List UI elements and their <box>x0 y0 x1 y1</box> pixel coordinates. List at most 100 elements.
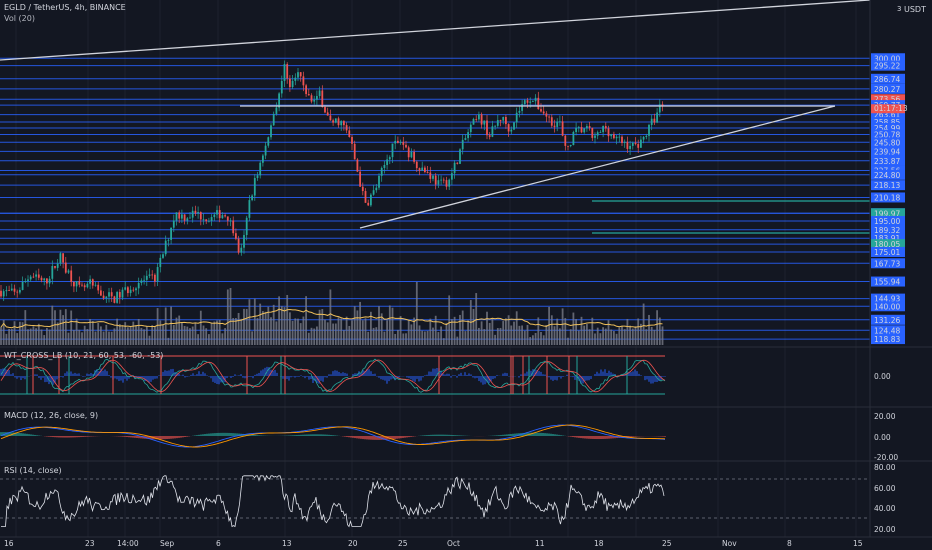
macd-histogram-bar <box>158 436 160 440</box>
candle-body <box>86 283 89 288</box>
candle-body <box>424 167 426 172</box>
macd-histogram-bar <box>64 436 66 438</box>
candle-body <box>10 288 13 291</box>
volume-bar <box>13 321 16 345</box>
candle-body <box>599 132 602 133</box>
macd-label[interactable]: MACD (12, 26, close, 9) <box>4 411 99 420</box>
price-level-tag <box>871 83 905 94</box>
macd-histogram-bar <box>544 433 546 436</box>
price-level-label: 258.85 <box>874 118 900 127</box>
wt-histogram-bar <box>552 376 554 381</box>
wt-histogram-bar <box>598 373 600 376</box>
candle-body <box>289 78 291 88</box>
volume-bar <box>345 316 348 345</box>
candle-body <box>653 118 656 123</box>
macd-histogram-bar <box>600 436 602 440</box>
candle-body <box>545 113 548 117</box>
candle-body <box>332 120 334 123</box>
volume-bar <box>307 332 310 345</box>
candle-body <box>226 216 229 221</box>
volume-bar <box>132 321 135 345</box>
wt-histogram-bar <box>34 374 36 376</box>
macd-histogram-bar <box>32 434 34 436</box>
volume-bar <box>437 332 440 345</box>
wt-histogram-bar <box>274 369 276 376</box>
macd-histogram-bar <box>2 432 4 436</box>
wt-histogram-bar <box>460 372 462 376</box>
macd-histogram-bar <box>588 436 590 439</box>
wt-histogram-bar <box>120 376 122 381</box>
candle-body <box>572 132 575 145</box>
rsi-label[interactable]: RSI (14, close) <box>4 466 62 475</box>
candle-body <box>645 135 648 137</box>
symbol-title[interactable]: EGLD / TetherUS, 4h, BINANCE <box>4 3 126 12</box>
wt-histogram-bar <box>184 376 186 378</box>
candle-body <box>356 159 359 172</box>
macd-histogram-bar <box>166 436 168 440</box>
candle-body <box>145 275 148 280</box>
volume-bar <box>553 326 556 345</box>
price-level-label: 210.18 <box>874 193 900 202</box>
volume-bar <box>278 296 280 345</box>
trend-lines[interactable] <box>0 0 871 234</box>
time-axis[interactable]: 16 23 14:00 Sep 6 13 20 25 Oct 11 18 25 Nov 8 15 <box>4 539 863 548</box>
macd-histogram-bar <box>456 435 458 436</box>
wt-histogram-bar <box>494 376 496 379</box>
macd-histogram-bar <box>426 435 428 436</box>
candle-body <box>164 240 167 255</box>
wt-cross-label[interactable]: WT_CROSS_LB (10, 21, 60, 53, -60, -53) <box>4 351 164 360</box>
macd-histogram-bar <box>176 436 178 439</box>
wt-histogram-bar <box>238 375 240 376</box>
price-level-label: 254.99 <box>874 124 900 133</box>
wt-histogram-bar <box>56 376 58 380</box>
macd-histogram-bar <box>70 436 72 438</box>
candle-body <box>108 292 110 297</box>
volume-bar <box>572 312 575 345</box>
macd-histogram-bar <box>518 433 520 436</box>
wt-histogram-bar <box>636 371 638 376</box>
volume-bar <box>137 319 140 345</box>
wt-histogram-bar <box>638 373 640 376</box>
price-axis[interactable]: 300.00295.22286.74280.27273.56269.77263.… <box>871 53 908 534</box>
candle-body <box>324 106 326 113</box>
wt-histogram-bar <box>602 371 604 376</box>
wt-histogram-bar <box>504 372 506 376</box>
wt-histogram-bar <box>194 375 196 376</box>
wt-histogram-bar <box>376 376 378 377</box>
wt-histogram-bar <box>232 376 234 377</box>
price-level-label: 300.00 <box>874 54 900 63</box>
volume-bar <box>37 323 40 345</box>
volume-bar <box>588 329 591 345</box>
candle-body <box>100 290 102 296</box>
macd-histogram-bar <box>232 433 234 436</box>
wt-histogram-bar <box>202 371 204 376</box>
candle-body <box>21 281 24 290</box>
volume-label[interactable]: Vol (20) <box>4 14 35 23</box>
volume-bar <box>232 317 235 345</box>
macd-histogram-bar <box>378 436 380 440</box>
macd-histogram-bar <box>316 434 318 436</box>
wt-histogram-bar <box>210 376 212 379</box>
volume-bar <box>621 325 623 345</box>
volume-bar <box>388 305 391 345</box>
volume-bar <box>494 334 496 345</box>
macd-histogram-bar <box>300 434 302 436</box>
candle-body <box>83 285 86 288</box>
macd-histogram-bar <box>296 435 298 436</box>
candle-body <box>642 136 645 140</box>
volume-bar <box>648 314 650 345</box>
macd-histogram-bar <box>504 434 506 436</box>
volume-bar <box>270 317 272 345</box>
currency-label[interactable]: USDT <box>904 5 926 14</box>
volume-bar <box>569 329 572 345</box>
macd-histogram-bar <box>304 434 306 436</box>
price-level-tag <box>871 334 905 345</box>
candle-body <box>380 167 383 176</box>
candle-body <box>218 210 221 219</box>
macd-histogram-bar <box>554 434 556 436</box>
volume-bar <box>91 321 94 345</box>
wt-histogram-bar <box>664 376 666 377</box>
volume-bar <box>607 320 610 345</box>
wt-histogram-bar <box>518 376 520 378</box>
